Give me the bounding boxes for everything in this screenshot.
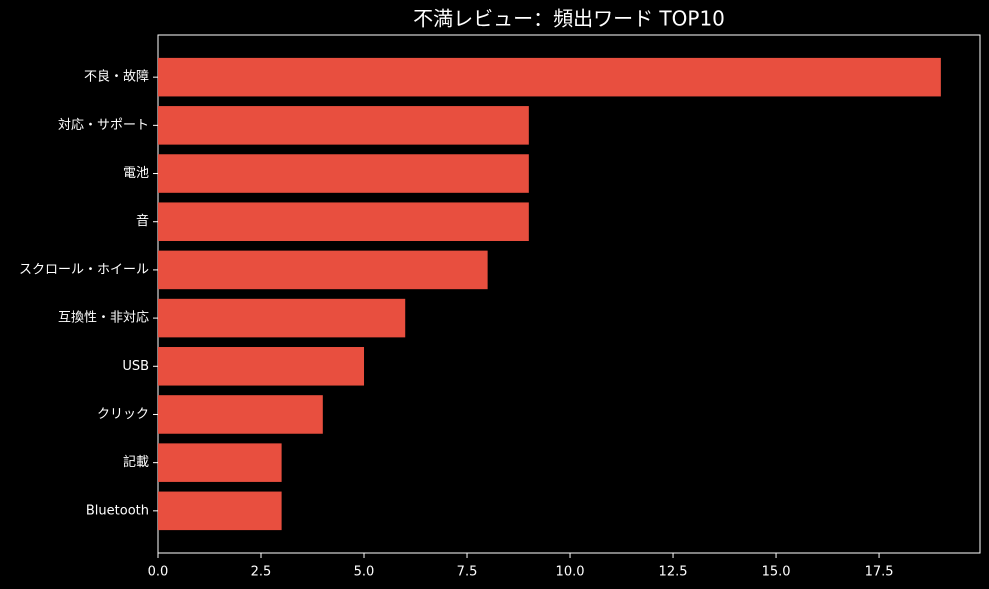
- bar: [158, 106, 529, 145]
- x-tick-label: 10.0: [556, 565, 585, 580]
- x-tick-label: 2.5: [251, 565, 272, 580]
- y-tick-label: 記載: [123, 454, 149, 470]
- y-tick-label: USB: [122, 359, 149, 374]
- y-tick-label: Bluetooth: [86, 503, 149, 518]
- bar: [158, 298, 406, 338]
- bar: [158, 443, 282, 482]
- bar: [158, 154, 529, 193]
- x-tick-label: 17.5: [865, 565, 894, 580]
- x-tick-label: 12.5: [659, 565, 688, 580]
- bar: [158, 347, 365, 386]
- bar: [158, 57, 941, 97]
- bar: [158, 395, 323, 434]
- y-tick-label: スクロール・ホイール: [19, 262, 149, 277]
- chart-title: 不満レビュー：頻出ワード TOP10: [413, 7, 725, 31]
- y-tick-label: 音: [136, 213, 149, 229]
- y-tick-label: 不良・故障: [84, 69, 149, 85]
- y-tick-label: 対応・サポート: [58, 118, 149, 133]
- plot-frame: [157, 34, 981, 554]
- x-tick-label: 15.0: [762, 565, 791, 580]
- x-tick-label: 7.5: [457, 565, 478, 580]
- x-tick-label: 0.0: [148, 565, 169, 580]
- bar: [158, 202, 529, 241]
- bar: [158, 491, 282, 531]
- y-tick-label: 電池: [123, 166, 149, 181]
- y-tick-label: 互換性・非対応: [58, 311, 149, 326]
- x-tick-label: 5.0: [354, 565, 375, 580]
- y-tick-label: クリック: [97, 407, 149, 422]
- bar: [158, 250, 488, 290]
